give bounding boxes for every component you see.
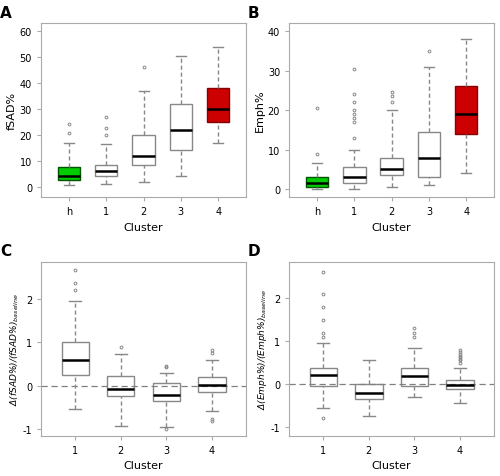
Y-axis label: Emph%: Emph% xyxy=(255,89,265,132)
X-axis label: Cluster: Cluster xyxy=(372,222,412,232)
X-axis label: Cluster: Cluster xyxy=(124,222,164,232)
Bar xyxy=(418,133,440,178)
Bar xyxy=(207,89,230,122)
Y-axis label: Δ(fSAD%)/(fSAD%)$_{baseline}$: Δ(fSAD%)/(fSAD%)$_{baseline}$ xyxy=(8,292,21,406)
Bar xyxy=(355,384,382,399)
X-axis label: Cluster: Cluster xyxy=(124,460,164,470)
Bar xyxy=(455,87,477,135)
Bar xyxy=(58,168,80,181)
Bar xyxy=(343,168,365,184)
Bar xyxy=(380,158,403,176)
Bar xyxy=(95,165,118,177)
Text: B: B xyxy=(248,6,260,20)
Bar xyxy=(152,384,180,401)
Y-axis label: Δ(Emph%)/(Emph%)$_{baseline}$: Δ(Emph%)/(Emph%)$_{baseline}$ xyxy=(256,288,269,409)
Bar xyxy=(401,368,428,387)
Text: D: D xyxy=(248,244,260,258)
Bar xyxy=(306,178,328,188)
Text: A: A xyxy=(0,6,12,20)
Bar xyxy=(446,380,473,389)
X-axis label: Cluster: Cluster xyxy=(372,460,412,470)
Bar xyxy=(170,104,192,151)
Text: C: C xyxy=(0,244,11,258)
Bar xyxy=(198,377,226,392)
Bar xyxy=(132,136,155,165)
Y-axis label: fSAD%: fSAD% xyxy=(7,92,17,130)
Bar xyxy=(310,368,337,387)
Bar xyxy=(62,342,89,375)
Bar xyxy=(107,376,134,397)
